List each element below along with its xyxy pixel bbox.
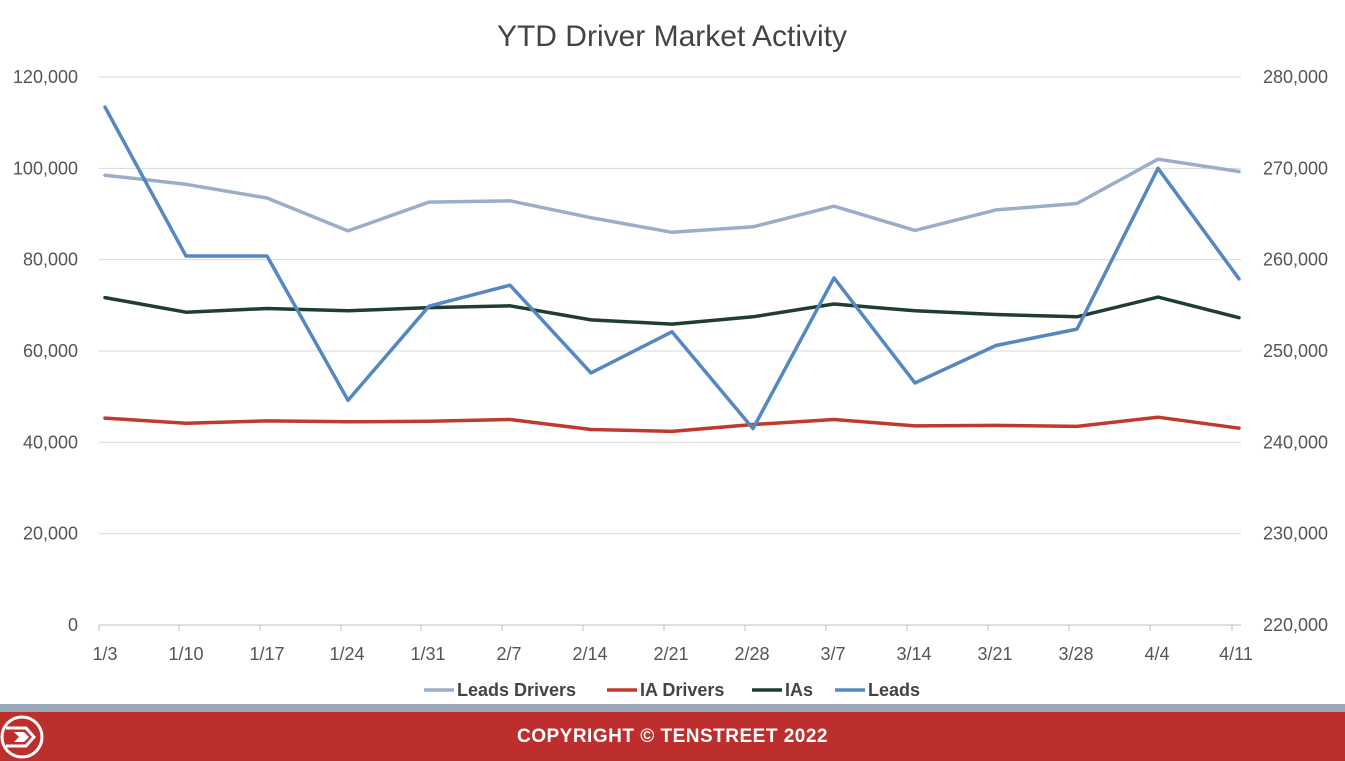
x-tick-label: 1/10	[168, 644, 203, 664]
series-line-leads-drivers	[103, 157, 1241, 235]
y-left-tick-label: 20,000	[23, 524, 78, 544]
x-tick-label: 3/28	[1058, 644, 1093, 664]
y-right-tick-label: 270,000	[1263, 158, 1328, 178]
y-left-tick-label: 80,000	[23, 250, 78, 270]
copyright-text: COPYRIGHT © TENSTREET 2022	[516, 725, 828, 747]
legend: Leads Drivers IA Drivers IAs Leads	[424, 680, 920, 700]
x-tick-label: 2/21	[653, 644, 688, 664]
axes: 0 220,000 20,000 230,000 40,000 240,000 60,000…	[13, 67, 1328, 664]
legend-label: IA Drivers	[640, 680, 724, 700]
footer-stripe	[0, 704, 1345, 712]
legend-label: Leads Drivers	[457, 680, 576, 700]
tenstreet-logo-icon	[0, 715, 44, 759]
series-line-ia-drivers	[103, 415, 1241, 434]
x-tick-label: 3/21	[977, 644, 1012, 664]
y-left-tick-label: 100,000	[13, 158, 78, 178]
x-tick-label: 1/31	[410, 644, 445, 664]
footer-bar: COPYRIGHT © TENSTREET 2022	[0, 712, 1345, 761]
x-tick-label: 4/11	[1219, 644, 1253, 664]
x-tick-label: 2/14	[572, 644, 607, 664]
x-tick-label: 3/7	[820, 644, 845, 664]
gridlines	[99, 76, 1241, 626]
y-right-tick-label: 220,000	[1263, 615, 1328, 635]
y-right-tick-label: 230,000	[1263, 524, 1328, 544]
legend-label: IAs	[785, 680, 813, 700]
legend-label: Leads	[868, 680, 920, 700]
series-line-leads	[103, 105, 1241, 431]
x-tick-label: 1/17	[249, 644, 284, 664]
x-tick-label: 1/24	[329, 644, 364, 664]
x-tick-label: 2/28	[734, 644, 769, 664]
chart-title: YTD Driver Market Activity	[497, 20, 847, 53]
x-tick-label: 1/3	[92, 644, 117, 664]
y-right-tick-label: 280,000	[1263, 67, 1328, 87]
y-left-tick-label: 120,000	[13, 67, 78, 87]
x-tick-label: 3/14	[896, 644, 931, 664]
y-left-tick-label: 40,000	[23, 432, 78, 452]
x-tick-label: 2/7	[496, 644, 521, 664]
y-left-tick-label: 0	[68, 615, 78, 635]
series-lines	[103, 105, 1241, 434]
footer: COPYRIGHT © TENSTREET 2022	[0, 704, 1345, 761]
y-right-tick-label: 260,000	[1263, 250, 1328, 270]
y-right-tick-label: 250,000	[1263, 341, 1328, 361]
y-left-tick-label: 60,000	[23, 341, 78, 361]
x-tick-label: 4/4	[1144, 644, 1169, 664]
y-right-tick-label: 240,000	[1263, 432, 1328, 452]
series-line-ias	[103, 295, 1241, 326]
